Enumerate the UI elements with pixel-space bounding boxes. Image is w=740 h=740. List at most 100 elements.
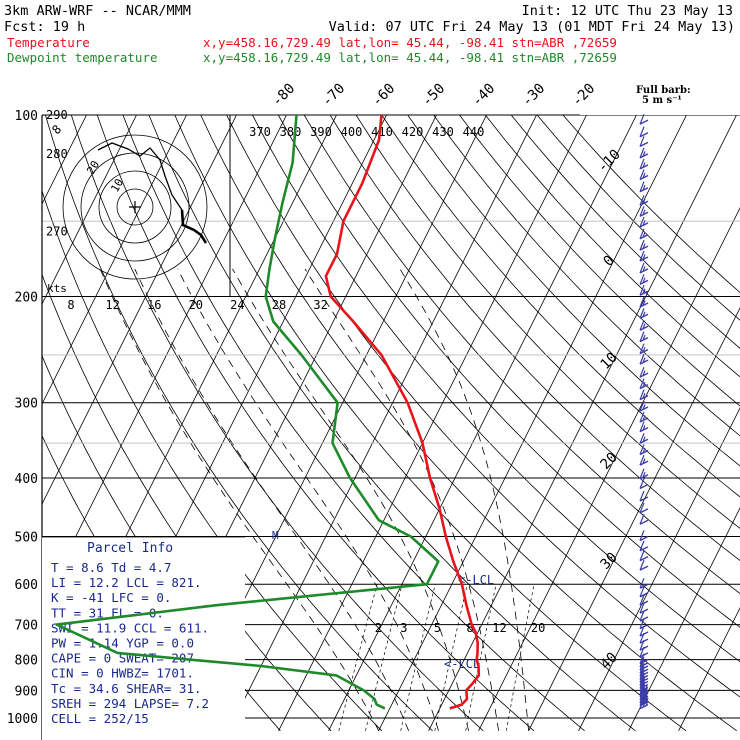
wind-barb: [639, 514, 649, 525]
wind-barb-staff: [639, 680, 649, 687]
wind-barb-flag: [639, 559, 645, 571]
wind-barb-half-flag: [642, 288, 646, 294]
wind-barb-flag: [639, 433, 645, 444]
wind-barb: [639, 296, 649, 308]
isotherm-line: [0, 115, 37, 731]
isotherm-line: [278, 115, 587, 731]
wind-barb-flag: [639, 602, 645, 614]
pressure-tick-label: 1000: [7, 712, 38, 727]
wind-barb: [639, 400, 649, 412]
wind-barb: [639, 454, 649, 466]
wind-barb-half-flag: [642, 184, 646, 191]
dry-adiabat-line: [485, 115, 740, 378]
dry-adiabat-line: [45, 115, 433, 732]
theta-e-tick-label: 430: [432, 125, 454, 139]
wind-barb: [639, 578, 649, 589]
wind-barb-staff: [639, 268, 649, 274]
wind-barb: [639, 343, 649, 355]
wind-barb-staff: [639, 600, 649, 606]
isotherm-tick-label: -40: [469, 81, 498, 110]
wind-barb-staff: [639, 692, 649, 698]
wind-barb-staff: [639, 592, 649, 598]
wind-barb-staff: [639, 695, 649, 701]
wind-barb-flag: [642, 696, 648, 708]
isotherm-tick-label: -50: [419, 81, 448, 110]
dry-adiabat-line: [381, 115, 740, 498]
wind-barb-staff: [639, 290, 649, 296]
wind-barb-staff: [639, 359, 649, 365]
wind-barb-flag: [639, 250, 645, 262]
temperature-legend-label: Temperature: [7, 35, 90, 50]
parcel-info-row: TT = 31 EL = 0.: [51, 605, 164, 620]
wind-barb: [639, 389, 649, 401]
mixing-ratio-line: [465, 584, 497, 731]
parcel-info-row: SREH = 294 LAPSE= 7.2: [51, 696, 209, 711]
parcel-info-row: SWI = 11.9 CCL = 611.: [51, 620, 209, 635]
wind-barb-flag: [639, 181, 645, 192]
theta-e-tick-label: 410: [371, 125, 393, 139]
wind-barb-flag: [639, 444, 645, 455]
wind-barb-staff: [639, 686, 649, 693]
wind-barb: [639, 113, 649, 125]
wind-barb-staff: [639, 689, 649, 696]
hodograph-speed-label: 24: [230, 298, 244, 312]
wind-barb: [639, 136, 649, 147]
wind-barb-staff: [639, 683, 649, 690]
wind-barb-half-flag: [642, 266, 646, 272]
hodograph-ring-label: 20: [84, 159, 102, 177]
wind-barb-half-flag: [642, 323, 646, 329]
wind-barb-flag: [639, 366, 645, 378]
wind-barb: [639, 618, 649, 630]
wind-barbs: [639, 113, 649, 710]
parcel-info-row: Tc = 34.6 SHEAR= 31.: [51, 681, 202, 696]
wind-barb-flag: [639, 586, 645, 598]
wind-barb-staff: [639, 245, 649, 251]
wind-barb: [639, 433, 649, 444]
isotherm-line: [478, 207, 740, 731]
wind-barb-half-flag: [642, 346, 646, 353]
wind-barb-flag: [639, 136, 645, 147]
moist-adiabat-line: [399, 268, 529, 731]
wind-barb-staff: [639, 187, 649, 193]
moist-adiabat-line: [304, 268, 499, 731]
parcel-info-background: [42, 537, 245, 740]
wind-barb: [639, 262, 649, 274]
dry-adiabat-line: [122, 115, 585, 732]
wind-barb-staff: [639, 645, 649, 651]
wind-barb-flag: [639, 147, 645, 159]
wind-barb-staff: [639, 349, 649, 355]
mixing-ratio-line: [338, 584, 378, 731]
wind-barb-flag: [642, 691, 648, 702]
dry-adiabat-line: [433, 115, 740, 437]
wind-barb-flag: [639, 262, 645, 274]
wind-barb-staff: [639, 565, 649, 571]
wind-barb-flag: [642, 685, 648, 697]
wind-barb: [639, 559, 649, 571]
wind-barb-flag: [639, 400, 645, 412]
parcel-info-box: Parcel Info T = 8.6 Td = 4.7LI = 12.2 LCL…: [42, 536, 245, 740]
wind-barb-staff: [639, 200, 649, 206]
wind-barb-half-flag: [642, 162, 646, 168]
mixing-ratio-line: [505, 584, 535, 731]
wind-barb: [639, 239, 649, 251]
isotherm-line: [428, 115, 737, 731]
isotherm-tick-label: -10: [595, 147, 624, 176]
wind-barb: [639, 285, 649, 296]
wind-barb-staff: [639, 519, 649, 525]
wind-barb-flag: [639, 126, 645, 137]
wind-barb-flag: [639, 389, 645, 400]
wind-barb: [639, 169, 649, 181]
dry-adiabat-line: [252, 115, 740, 663]
wind-barb: [639, 502, 649, 514]
model-title: 3km ARW-WRF -- NCAR/MMM: [4, 3, 191, 19]
wind-barb-flag: [639, 421, 645, 432]
wind-barb-flag: [639, 353, 645, 365]
wind-barb-half-flag: [642, 415, 646, 421]
lcl-lower-marker: <-LCL: [444, 657, 480, 671]
dry-adiabat-line: [407, 115, 740, 467]
wind-barb-half-flag: [642, 243, 646, 249]
mixing-ratio-line: [434, 584, 468, 731]
wind-barb: [639, 216, 649, 228]
dewpoint-legend-label: Dewpoint temperature: [7, 50, 158, 65]
